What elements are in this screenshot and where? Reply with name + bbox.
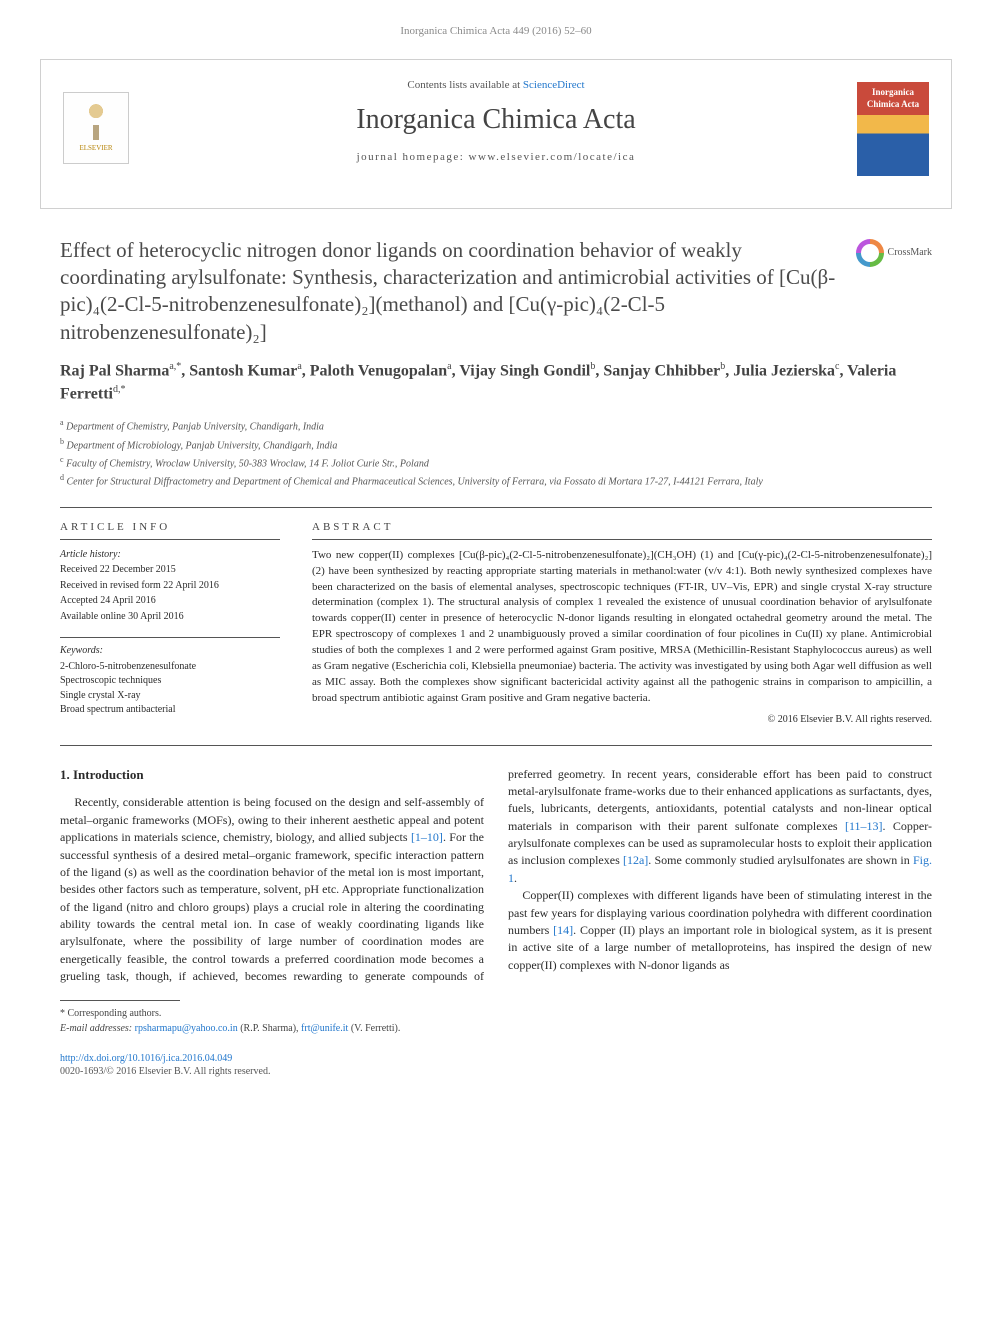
abstract-copyright: © 2016 Elsevier B.V. All rights reserved… [312,713,932,727]
keyword: Single crystal X-ray [60,689,280,703]
elsevier-tree-icon [77,102,115,140]
divider-top [60,507,932,508]
journal-name: Inorganica Chimica Acta [61,101,931,139]
listing-line: Contents lists available at ScienceDirec… [61,78,931,93]
affiliation-line: b Department of Microbiology, Panjab Uni… [60,436,932,453]
affiliation-line: a Department of Chemistry, Panjab Univer… [60,417,932,434]
affiliation-line: d Center for Structural Diffractometry a… [60,472,932,489]
intro-paragraph-2: Copper(II) complexes with different liga… [508,887,932,974]
elsevier-label: ELSEVIER [79,144,112,153]
affiliation-line: c Faculty of Chemistry, Wroclaw Universi… [60,454,932,471]
authors-line: Raj Pal Sharmaa,*, Santosh Kumara, Palot… [0,350,992,411]
homepage-line: journal homepage: www.elsevier.com/locat… [61,150,931,165]
page-header: Inorganica Chimica Acta 449 (2016) 52–60 [0,0,992,59]
divider-bottom [60,745,932,746]
doi-block: http://dx.doi.org/10.1016/j.ica.2016.04.… [0,1050,992,1095]
fig-link[interactable]: Fig. 1 [508,853,932,884]
email-line: E-mail addresses: rpsharmapu@yahoo.co.in… [60,1022,932,1036]
journal-cover-thumb: Inorganica Chimica Acta [857,82,929,176]
history-line: Received in revised form 22 April 2016 [60,579,280,593]
doi-link[interactable]: http://dx.doi.org/10.1016/j.ica.2016.04.… [60,1053,232,1064]
email-2-name: (V. Ferretti). [348,1023,400,1034]
crossmark-badge[interactable]: CrossMark [856,239,932,267]
main-text: 1. Introduction Recently, considerable a… [0,750,992,994]
article-info-heading: ARTICLE INFO [60,520,280,540]
history-line: Accepted 24 April 2016 [60,594,280,608]
crossmark-label: CrossMark [888,246,932,260]
corresponding-label: * Corresponding authors. [60,1007,932,1021]
keyword: 2-Chloro-5-nitrobenzenesulfonate [60,660,280,674]
crossmark-icon [856,239,884,267]
article-title: Effect of heterocyclic nitrogen donor li… [60,237,932,346]
ref-link[interactable]: [1–10] [411,830,443,844]
email-1-name: (R.P. Sharma), [238,1023,301,1034]
keyword: Broad spectrum antibacterial [60,703,280,717]
homepage-url: www.elsevier.com/locate/ica [469,151,636,163]
email-label: E-mail addresses: [60,1023,135,1034]
ref-link[interactable]: [11–13] [845,819,883,833]
journal-banner: ELSEVIER Inorganica Chimica Acta Content… [40,59,952,209]
history-line: Available online 30 April 2016 [60,610,280,624]
keyword: Spectroscopic techniques [60,674,280,688]
footnote-rule [60,1000,180,1001]
email-1[interactable]: rpsharmapu@yahoo.co.in [135,1023,238,1034]
ref-link[interactable]: [14] [553,923,573,937]
keywords-head: Keywords: [60,637,280,658]
corresponding-footer: * Corresponding authors. E-mail addresse… [0,994,992,1050]
email-2[interactable]: frt@unife.it [301,1023,348,1034]
homepage-prefix: journal homepage: [357,151,469,163]
info-abstract-row: ARTICLE INFO Article history: Received 2… [0,512,992,741]
article-info: ARTICLE INFO Article history: Received 2… [60,520,280,727]
intro-heading: 1. Introduction [60,766,484,785]
title-block: CrossMark Effect of heterocyclic nitroge… [0,229,992,350]
history-line: Received 22 December 2015 [60,563,280,577]
citation-line: Inorganica Chimica Acta 449 (2016) 52–60 [40,24,952,39]
elsevier-logo: ELSEVIER [63,92,129,164]
affiliations: a Department of Chemistry, Panjab Univer… [0,411,992,502]
cover-title-2: Chimica Acta [857,98,929,110]
listing-prefix: Contents lists available at [407,79,522,91]
issn-line: 0020-1693/© 2016 Elsevier B.V. All right… [60,1066,270,1077]
abstract-heading: ABSTRACT [312,520,932,540]
abstract-body: Two new copper(II) complexes [Cu(β-pic)₄… [312,548,932,707]
abstract: ABSTRACT Two new copper(II) complexes [C… [312,520,932,727]
ref-link[interactable]: [12a] [623,853,648,867]
history-head: Article history: [60,548,280,562]
cover-title-1: Inorganica [857,86,929,98]
sciencedirect-link[interactable]: ScienceDirect [523,79,585,91]
